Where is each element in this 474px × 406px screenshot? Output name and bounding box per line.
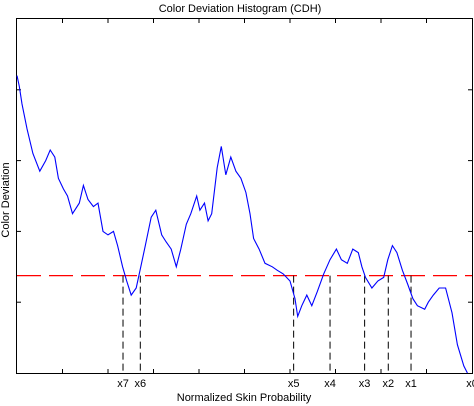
marker-label-x0: x0 bbox=[466, 378, 474, 390]
y-axis-ticks bbox=[17, 89, 472, 303]
marker-label-x4: x4 bbox=[324, 378, 336, 390]
marker-label-x1: x1 bbox=[405, 378, 417, 390]
marker-label-x5: x5 bbox=[288, 378, 300, 390]
y-axis-label: Color Deviation bbox=[0, 162, 12, 237]
plot-area-frame bbox=[16, 18, 473, 374]
marker-label-x7: x7 bbox=[117, 378, 129, 390]
marker-lines bbox=[122, 275, 412, 373]
marker-label-x3: x3 bbox=[359, 378, 371, 390]
series-line bbox=[16, 75, 468, 374]
marker-label-x6: x6 bbox=[134, 378, 146, 390]
chart-title: Color Deviation Histogram (CDH) bbox=[159, 3, 322, 15]
x-axis-label: Normalized Skin Probability bbox=[177, 392, 312, 404]
x-axis-ticks bbox=[62, 19, 427, 373]
marker-labels: x7 x6 x5 x4 x3 x2 x1 x0 bbox=[117, 378, 474, 390]
marker-label-x2: x2 bbox=[382, 378, 394, 390]
series-layer bbox=[16, 75, 468, 374]
